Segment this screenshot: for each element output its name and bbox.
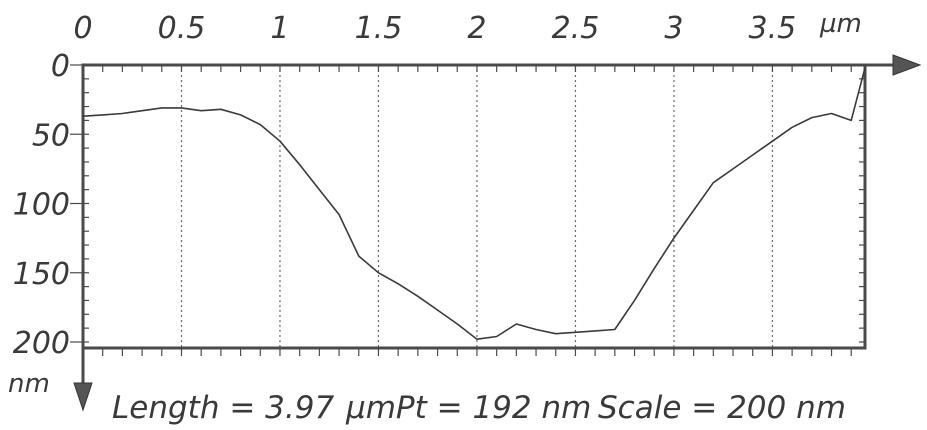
caption-scale: Scale = 200 nm (598, 390, 846, 426)
y-tick-label: 50 (32, 118, 70, 153)
y-axis-arrowhead (73, 382, 93, 412)
x-tick-label: 3.5 (749, 11, 797, 46)
x-unit-label: µm (819, 9, 862, 39)
x-tick-label: 0.5 (158, 11, 206, 46)
profile-series-line (82, 67, 866, 340)
caption-length: Length = 3.97 (112, 390, 334, 426)
x-tick-label: 3 (664, 11, 683, 46)
caption-pt: µmPt = 192 nm (345, 390, 591, 426)
y-tick-labels: 0 50 100 150 200 (13, 49, 70, 361)
x-tick-label: 1.5 (355, 11, 403, 46)
grid-layer (180, 65, 774, 348)
y-tick-label: 0 (51, 49, 70, 84)
y-tick-label: 150 (13, 257, 70, 292)
y-tick-label: 200 (13, 326, 70, 361)
x-axis-arrowhead (892, 54, 922, 76)
y-unit-label: nm (8, 369, 50, 399)
x-tick-label: 1 (270, 11, 289, 46)
plot-frame (81, 63, 867, 350)
x-tick-label: 2.5 (552, 11, 600, 46)
y-tick-label: 100 (13, 188, 70, 223)
x-tick-labels: 0 0.5 1 1.5 2 2.5 3 3.5 (73, 11, 796, 46)
x-tick-label: 2 (467, 11, 486, 46)
x-tick-label: 0 (73, 11, 92, 46)
